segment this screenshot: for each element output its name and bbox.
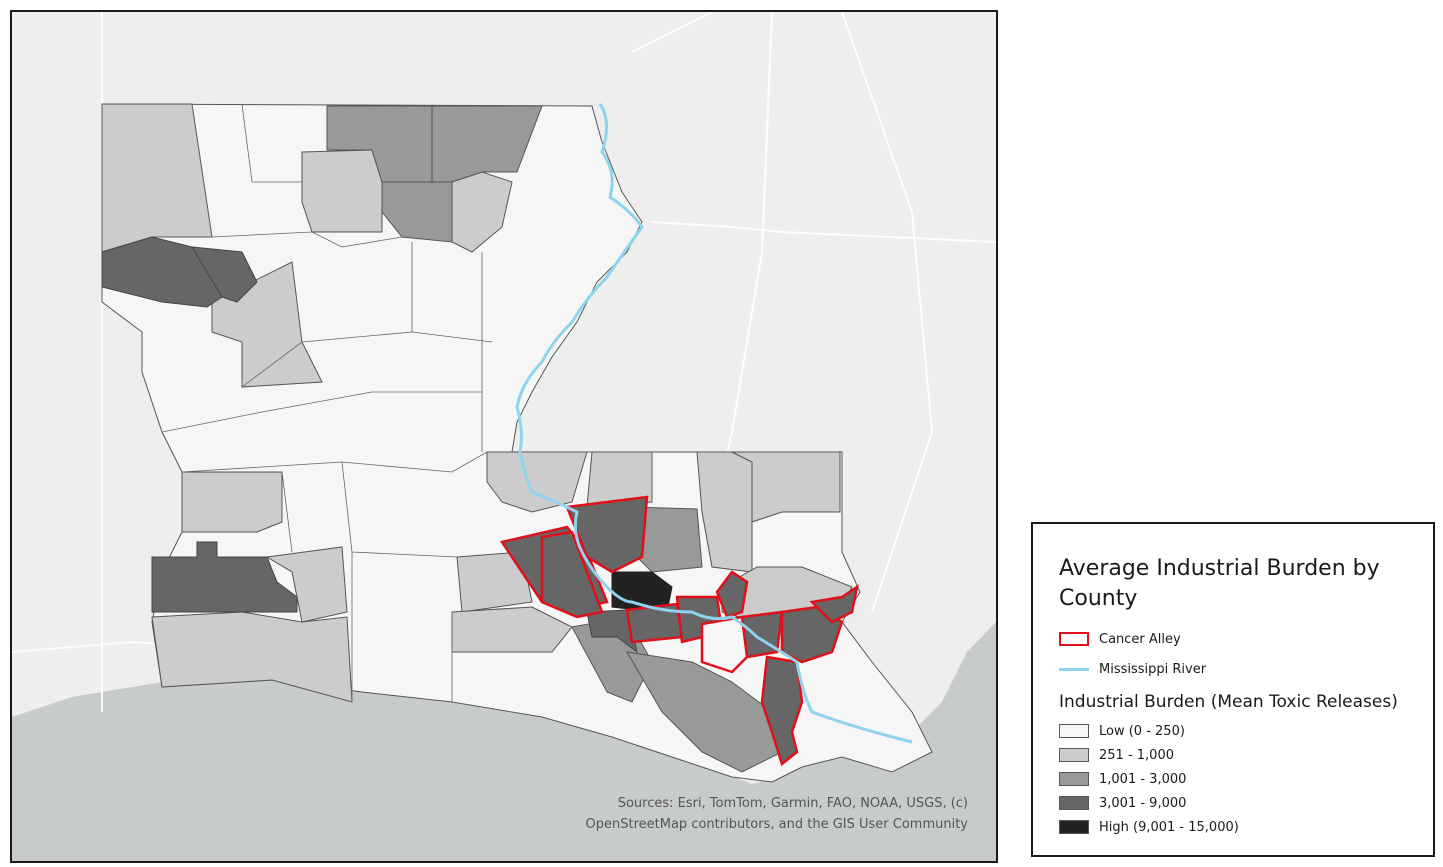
river-line-swatch bbox=[1059, 667, 1089, 671]
map-credits: Sources: Esri, TomTom, Garmin, FAO, NOAA… bbox=[586, 793, 968, 835]
legend-class-1: Low (0 - 250) bbox=[1059, 720, 1185, 742]
parish-lincoln bbox=[301, 149, 383, 233]
class-2-label: 251 - 1,000 bbox=[1099, 747, 1174, 763]
class-4-label: 3,001 - 9,000 bbox=[1099, 795, 1187, 811]
legend-cancer-alley-label: Cancer Alley bbox=[1099, 631, 1181, 647]
parish-de-soto bbox=[101, 236, 223, 308]
class-4-swatch bbox=[1059, 796, 1089, 810]
legend-class-3: 1,001 - 3,000 bbox=[1059, 768, 1186, 790]
legend-class-2: 251 - 1,000 bbox=[1059, 744, 1174, 766]
parish-calcasieu bbox=[151, 541, 298, 613]
cancer-alley-orleans bbox=[809, 584, 859, 624]
class-2-swatch bbox=[1059, 748, 1089, 762]
class-5-swatch bbox=[1059, 820, 1089, 834]
parish-caddo bbox=[101, 103, 213, 253]
legend-river-label: Mississippi River bbox=[1099, 661, 1207, 677]
cancer-alley-iberville-west bbox=[540, 530, 604, 619]
louisiana-choropleth-map[interactable] bbox=[12, 12, 996, 861]
class-3-label: 1,001 - 3,000 bbox=[1099, 771, 1187, 787]
map-frame[interactable]: Sources: Esri, TomTom, Garmin, FAO, NOAA… bbox=[10, 10, 998, 863]
credits-line-1: Sources: Esri, TomTom, Garmin, FAO, NOAA… bbox=[617, 796, 968, 811]
cancer-alley-parishes bbox=[499, 495, 859, 767]
parish-cameron bbox=[151, 611, 353, 703]
cancer-alley-st-john bbox=[715, 570, 749, 619]
parish-washington bbox=[731, 451, 841, 523]
mississippi-river bbox=[515, 103, 913, 744]
parish-jeff-davis bbox=[265, 546, 348, 623]
cancer-alley-east-baton-rouge bbox=[565, 495, 649, 574]
parish-iberville bbox=[456, 551, 533, 613]
parish-boundaries bbox=[161, 103, 653, 702]
legend-title: Average Industrial Burden by County bbox=[1059, 556, 1380, 611]
parishes-class-1001-3000 bbox=[326, 105, 783, 773]
legend-subtitle: Industrial Burden (Mean Toxic Releases) bbox=[1059, 692, 1398, 712]
parish-richland bbox=[381, 181, 453, 243]
parish-pointe-coupee bbox=[486, 451, 588, 513]
parishes-class-3001-9000 bbox=[101, 236, 638, 654]
parish-beauregard bbox=[181, 471, 283, 533]
legend-class-4: 3,001 - 9,000 bbox=[1059, 792, 1186, 814]
class-1-swatch bbox=[1059, 724, 1089, 738]
credits-line-2: OpenStreetMap contributors, and the GIS … bbox=[585, 817, 968, 832]
legend-item-cancer-alley: Cancer Alley bbox=[1059, 628, 1181, 650]
map-legend: Average Industrial Burden by County Canc… bbox=[1031, 522, 1435, 857]
cancer-alley-low-class-parish bbox=[700, 615, 749, 674]
class-3-swatch bbox=[1059, 772, 1089, 786]
legend-item-mississippi-river: Mississippi River bbox=[1059, 658, 1206, 680]
class-5-label: High (9,001 - 15,000) bbox=[1099, 819, 1239, 835]
parish-ascension bbox=[586, 609, 638, 654]
class-1-label: Low (0 - 250) bbox=[1099, 723, 1185, 739]
cancer-alley-swatch bbox=[1059, 632, 1089, 646]
gulf-of-mexico-water bbox=[12, 622, 996, 861]
parish-red-river bbox=[191, 246, 258, 303]
legend-class-5: High (9,001 - 15,000) bbox=[1059, 816, 1239, 838]
